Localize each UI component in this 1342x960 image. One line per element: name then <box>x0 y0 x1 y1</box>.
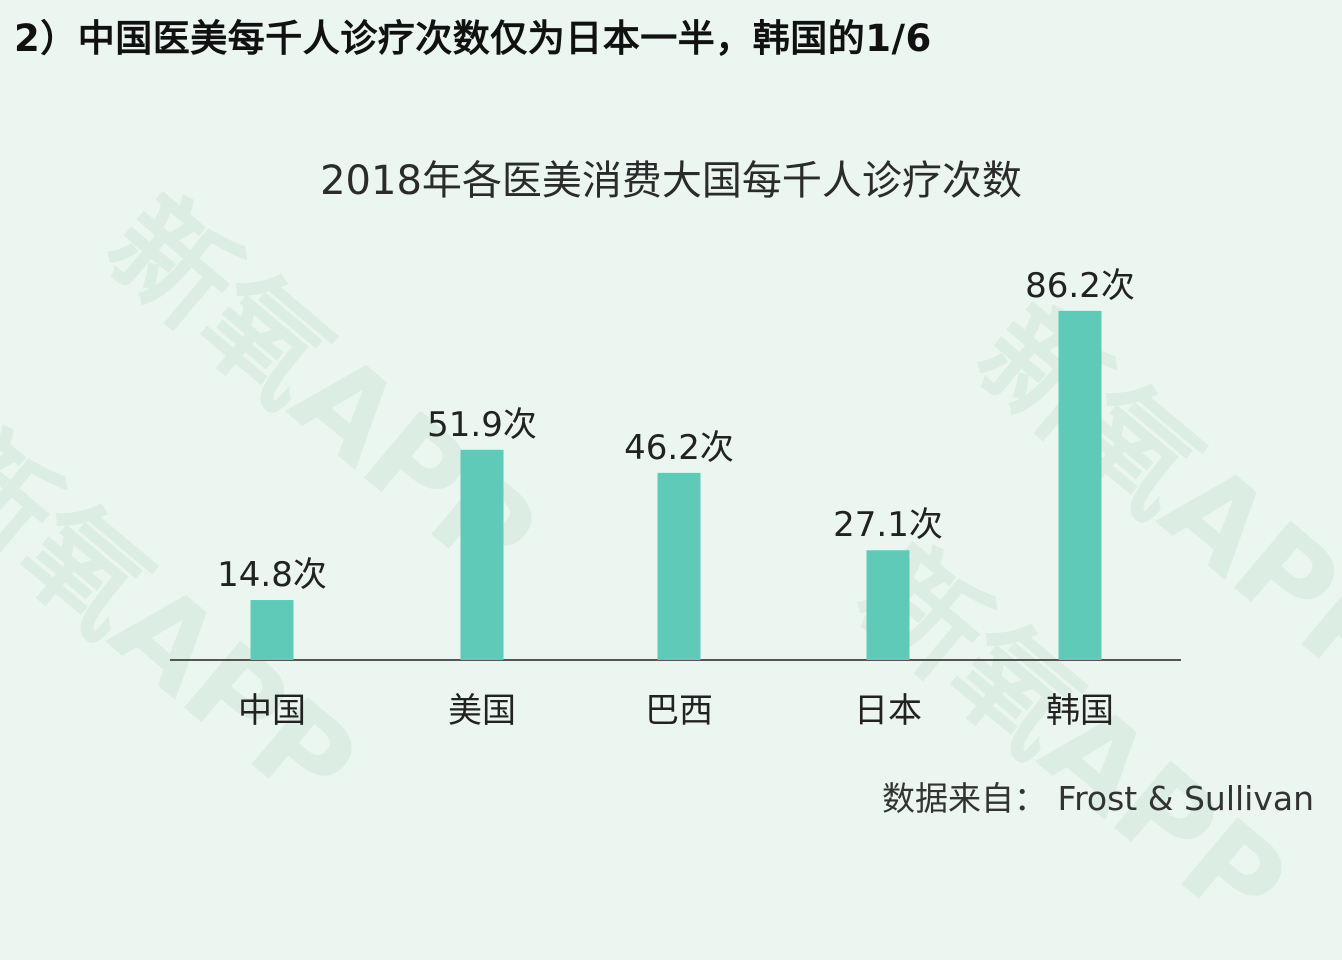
bar-0 <box>250 600 294 660</box>
bar-value-label: 14.8次 <box>217 555 327 595</box>
bar-4 <box>1058 310 1102 660</box>
bar-3 <box>866 550 910 660</box>
page-headline: 2）中国医美每千人诊疗次数仅为日本一半，韩国的1/6 <box>14 17 932 60</box>
x-category-label: 美国 <box>448 691 516 731</box>
bar-2 <box>657 472 701 660</box>
bar-value-label: 46.2次 <box>624 428 734 468</box>
x-category-label: 巴西 <box>645 691 713 731</box>
bar-1 <box>460 449 504 660</box>
x-category-label: 中国 <box>238 691 306 731</box>
bar-value-label: 51.9次 <box>427 405 537 445</box>
data-source-note: 数据来自： Frost & Sullivan <box>882 779 1314 818</box>
x-category-label: 韩国 <box>1046 691 1114 731</box>
bar-value-label: 27.1次 <box>833 505 943 545</box>
chart-title: 2018年各医美消费大国每千人诊疗次数 <box>320 158 1022 204</box>
bar-value-label: 86.2次 <box>1025 266 1135 306</box>
x-category-label: 日本 <box>854 691 922 731</box>
